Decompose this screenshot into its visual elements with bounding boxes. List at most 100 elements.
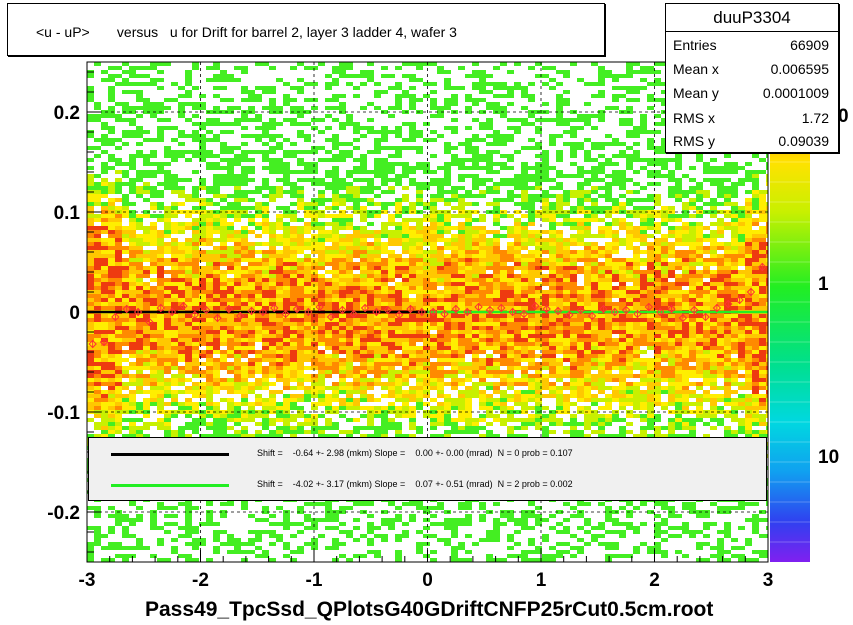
heatmap-cell (157, 218, 164, 222)
heatmap-cell (661, 174, 668, 178)
heatmap-cell (563, 70, 570, 74)
heatmap-cell (353, 338, 360, 342)
heatmap-cell (759, 278, 766, 282)
heatmap-cell (115, 66, 122, 70)
heatmap-cell (353, 206, 360, 210)
heatmap-cell (486, 330, 493, 334)
heatmap-cell (108, 346, 115, 350)
heatmap-cell (710, 346, 717, 350)
heatmap-cell (108, 262, 115, 266)
heatmap-cell (416, 334, 423, 338)
heatmap-cell (430, 238, 437, 242)
heatmap-cell (304, 122, 311, 126)
heatmap-cell (633, 258, 640, 262)
heatmap-cell (654, 150, 661, 154)
heatmap-cell (199, 134, 206, 138)
heatmap-cell (325, 290, 332, 294)
heatmap-cell (171, 254, 178, 258)
heatmap-cell (430, 210, 437, 214)
heatmap-cell (94, 182, 101, 186)
heatmap-cell (640, 234, 647, 238)
heatmap-cell (605, 234, 612, 238)
heatmap-cell (353, 322, 360, 326)
heatmap-cell (108, 354, 115, 358)
heatmap-cell (633, 234, 640, 238)
heatmap-cell (290, 214, 297, 218)
heatmap-cell (724, 322, 731, 326)
heatmap-cell (353, 342, 360, 346)
heatmap-cell (255, 266, 262, 270)
heatmap-cell (150, 190, 157, 194)
heatmap-cell (381, 294, 388, 298)
heatmap-cell (206, 274, 213, 278)
heatmap-cell (150, 78, 157, 82)
heatmap-cell (213, 174, 220, 178)
heatmap-cell (493, 318, 500, 322)
heatmap-cell (185, 250, 192, 254)
heatmap-cell (430, 234, 437, 238)
heatmap-cell (444, 322, 451, 326)
heatmap-cell (654, 326, 661, 330)
heatmap-cell (346, 306, 353, 310)
heatmap-cell (297, 266, 304, 270)
heatmap-cell (605, 274, 612, 278)
heatmap-cell (388, 170, 395, 174)
heatmap-cell (430, 298, 437, 302)
heatmap-cell (766, 206, 768, 210)
heatmap-cell (661, 82, 668, 86)
heatmap-cell (619, 282, 626, 286)
heatmap-cell (360, 270, 367, 274)
heatmap-cell (353, 306, 360, 310)
heatmap-cell (682, 306, 689, 310)
heatmap-cell (360, 214, 367, 218)
heatmap-cell (129, 110, 136, 114)
heatmap-cell (234, 334, 241, 338)
heatmap-cell (507, 154, 514, 158)
heatmap-cell (654, 338, 661, 342)
heatmap-cell (612, 94, 619, 98)
heatmap-cell (696, 322, 703, 326)
heatmap-cell (297, 162, 304, 166)
heatmap-cell (479, 90, 486, 94)
heatmap-cell (346, 346, 353, 350)
heatmap-cell (227, 258, 234, 262)
heatmap-cell (304, 226, 311, 230)
heatmap-cell (332, 78, 339, 82)
heatmap-cell (129, 66, 136, 70)
heatmap-cell (731, 218, 738, 222)
heatmap-cell (528, 330, 535, 334)
heatmap-cell (640, 218, 647, 222)
heatmap-cell (367, 242, 374, 246)
heatmap-cell (549, 302, 556, 306)
heatmap-cell (129, 202, 136, 206)
heatmap-cell (528, 214, 535, 218)
heatmap-cell (360, 246, 367, 250)
heatmap-cell (598, 314, 605, 318)
heatmap-cell (570, 142, 577, 146)
heatmap-cell (766, 290, 768, 294)
heatmap-cell (661, 274, 668, 278)
heatmap-cell (451, 302, 458, 306)
heatmap-cell (717, 190, 724, 194)
heatmap-cell (472, 162, 479, 166)
heatmap-cell (101, 274, 108, 278)
heatmap-cell (542, 190, 549, 194)
heatmap-cell (710, 318, 717, 322)
heatmap-cell (332, 82, 339, 86)
heatmap-cell (430, 338, 437, 342)
heatmap-cell (353, 318, 360, 322)
heatmap-cell (745, 334, 752, 338)
heatmap-cell (213, 178, 220, 182)
heatmap-cell (388, 290, 395, 294)
heatmap-cell (612, 262, 619, 266)
heatmap-cell (423, 94, 430, 98)
heatmap-cell (164, 230, 171, 234)
heatmap-cell (493, 274, 500, 278)
heatmap-cell (619, 86, 626, 90)
heatmap-cell (451, 346, 458, 350)
heatmap-cell (675, 294, 682, 298)
heatmap-cell (185, 262, 192, 266)
heatmap-cell (220, 130, 227, 134)
heatmap-cell (766, 342, 768, 346)
heatmap-cell (276, 306, 283, 310)
